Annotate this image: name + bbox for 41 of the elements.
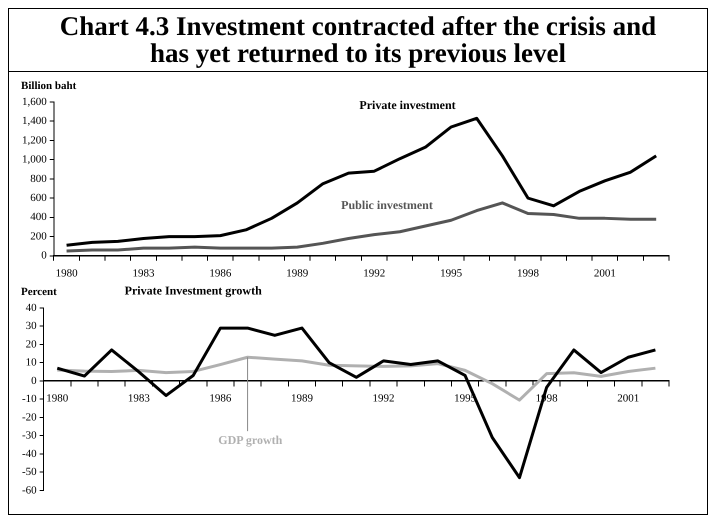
x-tick-label: 1983 xyxy=(128,392,150,404)
y-tick-label: -50 xyxy=(22,466,38,478)
x-tick-label: 2001 xyxy=(594,267,616,280)
x-tick-label: 1989 xyxy=(290,392,314,404)
x-tick-label: 1995 xyxy=(440,267,463,280)
chart-title: Chart 4.3 Investment contracted after the crisis and has yet returned to its previous level xyxy=(9,9,707,72)
y-tick-label: 1,000 xyxy=(22,154,48,166)
y-tick-label: 800 xyxy=(30,172,48,185)
y-tick-label: 1,200 xyxy=(22,134,48,146)
y-tick-label: 30 xyxy=(26,320,38,332)
x-tick-label: 1992 xyxy=(372,392,395,404)
x-tick-label: 1986 xyxy=(209,392,232,404)
x-tick-label: 2001 xyxy=(617,392,640,404)
y-tick-label: 10 xyxy=(26,356,38,369)
text: GDP growth xyxy=(218,433,283,448)
y-tick-label: 600 xyxy=(30,192,48,204)
y-tick-label: -20 xyxy=(22,411,38,424)
x-tick-label: 1992 xyxy=(363,267,386,280)
y-tick-label: 0 xyxy=(31,374,38,387)
y-tick-label: 1,400 xyxy=(22,115,48,128)
y-tick-label: 20 xyxy=(26,338,38,350)
y-tick-label: 40 xyxy=(26,302,38,314)
y-tick-label: 400 xyxy=(30,211,48,224)
x-tick-label: 1998 xyxy=(517,267,540,280)
y-tick-label: -30 xyxy=(22,430,38,442)
text: Private Investment growth xyxy=(124,284,262,298)
x-tick-label: 1980 xyxy=(46,392,69,404)
y-tick-label: -60 xyxy=(22,484,38,496)
y-tick-label: 200 xyxy=(30,230,48,242)
y-axis-title: Billion baht xyxy=(21,80,76,92)
x-tick-label: 1986 xyxy=(209,267,232,280)
y-tick-label: 1,600 xyxy=(22,96,48,108)
y-tick-label: 0 xyxy=(41,250,48,262)
y-tick-label: -10 xyxy=(22,393,38,406)
x-tick-label: 1983 xyxy=(132,267,155,280)
y-tick-label: -40 xyxy=(22,448,38,460)
x-tick-label: 1980 xyxy=(56,267,78,280)
x-tick-label: 1989 xyxy=(286,267,309,280)
series-label: Private investment xyxy=(359,98,456,112)
series-label: Public investment xyxy=(341,198,433,212)
y-axis-title: Percent xyxy=(21,286,57,298)
